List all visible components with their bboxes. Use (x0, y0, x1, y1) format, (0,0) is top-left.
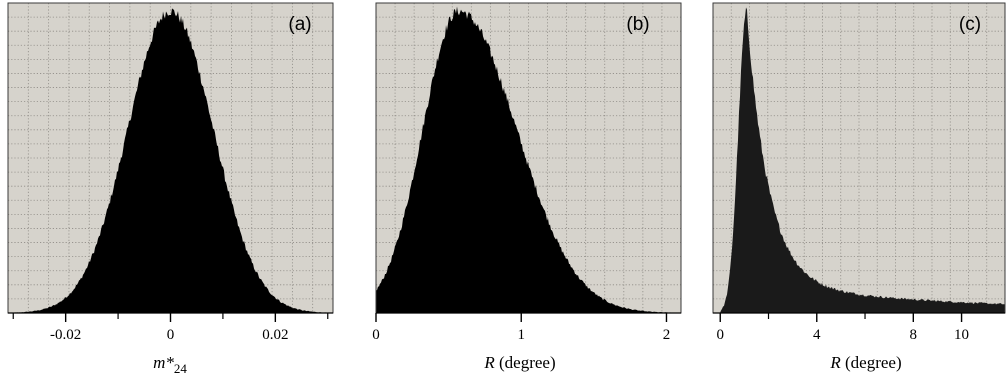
x-tick-label: 0.02 (262, 327, 288, 343)
x-tick-label: 0 (716, 327, 724, 343)
panel-label-c: (c) (959, 14, 981, 35)
panel-a: -0.02 0 0.02 (a) m*24 (7, 2, 334, 376)
x-ticks-a: -0.02 0 0.02 (8, 312, 333, 343)
histogram-b (376, 6, 681, 314)
x-tick-label: 1 (517, 327, 525, 343)
x-axis-label-b-rest: (degree) (495, 353, 556, 372)
x-tick-label: 10 (954, 327, 969, 343)
histogram-a (8, 8, 333, 314)
x-axis-label-b: R (degree) (483, 353, 555, 372)
x-tick-label: 2 (663, 327, 671, 343)
panel-label-b: (b) (626, 14, 649, 35)
panel-b: 0 1 2 (b) R (degree) (372, 2, 682, 372)
x-axis-label-a: m*24 (153, 353, 187, 376)
x-axis-label-a-sub: 24 (174, 361, 188, 376)
x-tick-label: 8 (910, 327, 918, 343)
x-axis-label-a-main: m* (153, 353, 174, 372)
x-tick-label: 4 (813, 327, 821, 343)
x-ticks-b: 0 1 2 (372, 312, 681, 343)
x-tick-label: 0 (372, 327, 380, 343)
panel-c: 0 4 8 10 (c) R (degree) (712, 2, 1006, 372)
panel-label-a: (a) (288, 14, 311, 35)
x-axis-label-c-rest: (degree) (841, 353, 902, 372)
x-axis-label-c: R (degree) (829, 353, 901, 372)
x-ticks-c: 0 4 8 10 (713, 312, 1005, 343)
x-tick-label: -0.02 (50, 327, 81, 343)
histogram-c (713, 7, 1005, 313)
x-tick-label: 0 (167, 327, 175, 343)
x-axis-label-c-main: R (829, 353, 841, 372)
x-axis-label-b-main: R (483, 353, 495, 372)
